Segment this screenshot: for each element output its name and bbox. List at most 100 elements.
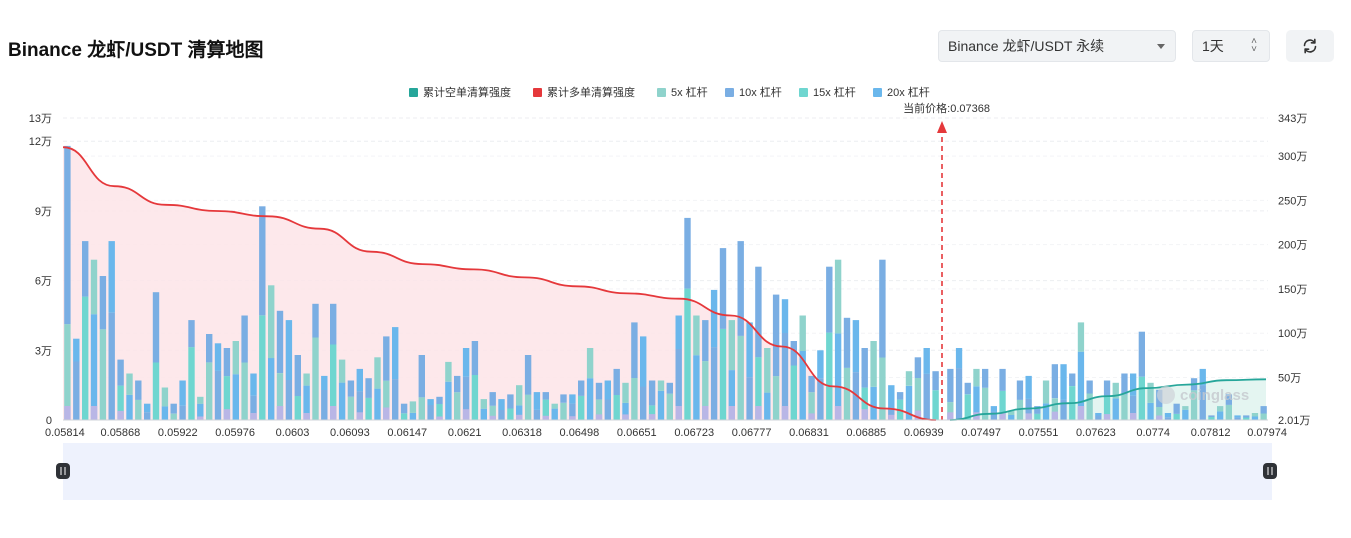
bar-segment [418, 397, 425, 420]
bar-segment [462, 348, 470, 377]
bar-segment [462, 409, 470, 420]
bar-segment [117, 385, 124, 420]
interval-select[interactable]: 1天 ˄ ˅ [1192, 30, 1270, 62]
bar-segment [1217, 411, 1224, 420]
current-price-marker: 当前价格:0.07368 [903, 101, 990, 420]
bar-segment [914, 378, 922, 420]
left-bar [533, 392, 541, 420]
bar-segment [604, 380, 611, 400]
bar-segment [1164, 413, 1172, 418]
bar-segment [330, 303, 337, 345]
long-cumulative-line [62, 146, 937, 421]
left-bar [746, 322, 753, 420]
x-tick-label: 0.07974 [1247, 427, 1287, 439]
bar-segment [241, 315, 248, 363]
bar-segment [1103, 395, 1111, 420]
x-tick-label: 0.07497 [961, 427, 1001, 439]
left-bar [392, 327, 399, 420]
bar-segment [383, 407, 390, 420]
zoom-handle-left[interactable] [56, 463, 70, 479]
y-axis-right: 2.01万 50万 100万 150万 200万 250万 300万 343万 [1278, 113, 1310, 427]
bar-segment [312, 337, 319, 420]
bar-segment [728, 406, 735, 420]
bar-segment [303, 373, 310, 386]
bar-segment [1008, 410, 1015, 415]
left-bar [586, 348, 594, 420]
right-bar [1164, 413, 1172, 420]
bar-segment [1217, 406, 1224, 412]
legend-item: 15x 杠杆 [799, 85, 856, 99]
left-bar [781, 299, 789, 420]
bar-segment [99, 276, 107, 330]
bar-segment [693, 355, 700, 420]
bar-segment [746, 377, 753, 420]
left-bar [843, 317, 851, 420]
left-bar [170, 403, 177, 420]
bar-segment [719, 248, 727, 329]
bar-segment [799, 351, 806, 420]
bar-segment [82, 241, 89, 297]
bar-segment [90, 259, 98, 315]
right-bar [1069, 373, 1076, 420]
right-bar [1260, 406, 1267, 420]
right-bar [1243, 415, 1250, 420]
bar-segment [197, 403, 204, 420]
bar-segment [578, 395, 585, 420]
x-tick-label: 0.05868 [101, 427, 141, 439]
bar-segment [702, 406, 709, 420]
bar-segment [666, 382, 673, 394]
bar-segment [1112, 398, 1119, 420]
bar-segment [1060, 399, 1067, 420]
y-left-tick-label: 6万 [35, 276, 52, 288]
bar-segment [595, 414, 603, 420]
bar-segment [702, 361, 709, 420]
bar-segment [852, 372, 860, 420]
bar-segment [374, 388, 381, 420]
bar-segment [826, 266, 833, 333]
bar-segment [409, 412, 417, 420]
bar-segment [834, 259, 842, 334]
left-bar [719, 248, 727, 420]
bar-segment [781, 406, 789, 420]
left-bar [223, 348, 231, 420]
bar-segment [684, 288, 691, 420]
bar-segment [947, 412, 954, 420]
refresh-button[interactable] [1286, 30, 1334, 62]
chart-legend: 累计空单清算强度 累计多单清算强度 5x 杠杆 10x 杠杆 15x 杠杆 20x 杠杆 [409, 85, 930, 99]
y-left-tick-label: 0 [46, 415, 52, 427]
left-bar [516, 385, 523, 420]
right-bar [1112, 382, 1119, 420]
bar-segment [542, 392, 549, 400]
market-select[interactable]: Binance 龙虾/USDT 永续 [938, 30, 1176, 62]
bar-segment [516, 385, 523, 406]
bar-segment [551, 403, 558, 409]
bar-segment [1025, 413, 1032, 420]
right-bar [1086, 380, 1093, 420]
bar-segment [1051, 398, 1058, 420]
bar-segment [790, 341, 797, 366]
left-bar [356, 368, 363, 420]
left-bar [259, 206, 266, 420]
left-bar [569, 394, 576, 420]
zoom-handle-right[interactable] [1263, 463, 1277, 479]
bar-segment [268, 358, 275, 420]
bar-segment [879, 357, 886, 420]
bar-segment [1069, 373, 1076, 386]
left-bar [755, 266, 762, 420]
bar-segment [489, 405, 496, 420]
left-bar [188, 320, 195, 420]
bar-segment [1051, 411, 1058, 420]
bar-segment [471, 341, 479, 375]
bar-segment [560, 402, 567, 420]
left-bar [524, 355, 532, 420]
bar-segment [285, 380, 293, 420]
bar-segment [551, 408, 558, 420]
bar-segment [1147, 382, 1154, 403]
bar-segment [1156, 415, 1163, 420]
bar-segment [613, 395, 620, 420]
bar-segment [1182, 406, 1189, 410]
bar-segment [197, 416, 204, 420]
page-title: Binance 龙虾/USDT 清算地图 [8, 40, 264, 61]
bar-segment [1243, 415, 1250, 418]
right-bar [973, 368, 980, 420]
